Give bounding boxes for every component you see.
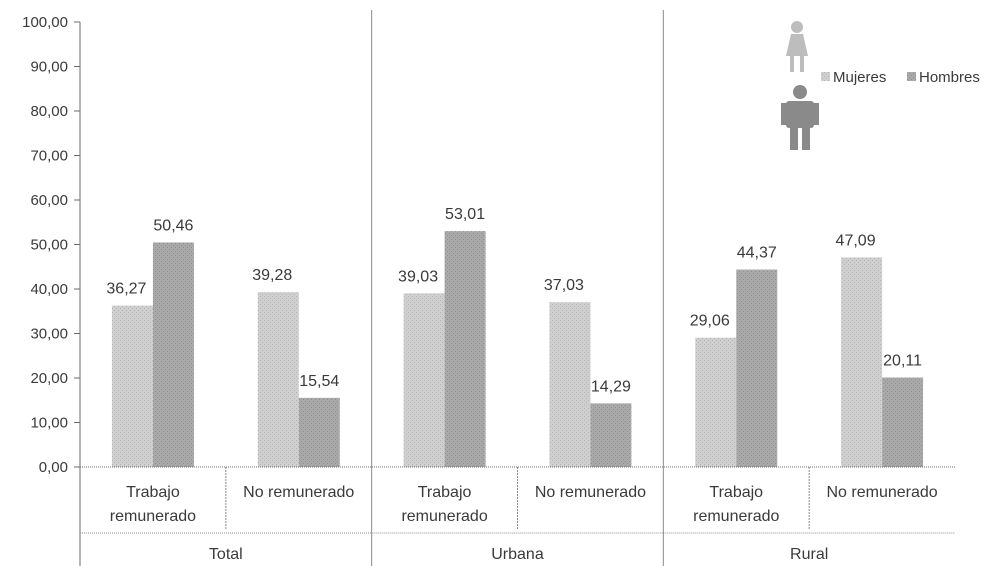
bar-urbana-remunerado-hombres [444, 231, 486, 467]
bar-rural-no-remunerado-hombres [882, 377, 924, 467]
y-tick-label: 50,00 [30, 237, 68, 254]
y-tick-label: 90,00 [30, 59, 68, 76]
data-label: 50,46 [153, 217, 193, 234]
y-tick-label: 100,00 [22, 14, 68, 31]
legend-label-hombres: Hombres [919, 69, 980, 86]
y-tick-label: 60,00 [30, 192, 68, 209]
bars: 36,27 50,46 39,28 15,54 39,03 53,01 37,03 14,29… [106, 206, 924, 467]
man-icon [781, 85, 819, 150]
bar-rural-no-remunerado-mujeres [841, 257, 883, 467]
category-label: No remunerado [243, 484, 354, 501]
data-label: 37,03 [544, 277, 584, 294]
data-label: 47,09 [836, 232, 876, 249]
y-tick-label: 20,00 [30, 370, 68, 387]
category-label: Trabajo [126, 484, 180, 501]
bar-rural-remunerado-hombres [736, 269, 778, 467]
category-label: No remunerado [535, 484, 646, 501]
y-tick-label: 80,00 [30, 103, 68, 120]
legend-swatch-mujeres [821, 72, 830, 81]
category-label: remunerado [693, 508, 779, 525]
group-label: Urbana [491, 546, 544, 563]
data-label: 39,03 [398, 268, 438, 285]
category-label: Trabajo [418, 484, 472, 501]
data-label: 15,54 [299, 373, 339, 390]
bar-urbana-remunerado-mujeres [403, 293, 445, 467]
data-label: 14,29 [591, 378, 631, 395]
legend: Mujeres Hombres [781, 21, 980, 150]
legend-label-mujeres: Mujeres [833, 69, 886, 86]
category-label: remunerado [401, 508, 487, 525]
data-label: 39,28 [252, 267, 292, 284]
y-tick-label: 0,00 [39, 459, 68, 476]
group-label: Rural [790, 546, 828, 563]
group-label: Total [209, 546, 243, 563]
bar-rural-remunerado-mujeres [695, 337, 737, 467]
legend-swatch-hombres [907, 72, 916, 81]
data-label: 44,37 [737, 245, 777, 262]
y-tick-label: 40,00 [30, 281, 68, 298]
y-tick-label: 10,00 [30, 415, 68, 432]
bar-total-remunerado-mujeres [111, 305, 153, 467]
bar-urbana-no-remunerado-mujeres [549, 302, 591, 467]
woman-icon [786, 21, 808, 72]
category-label: Trabajo [709, 484, 763, 501]
x-axis: Trabajo remunerado No remunerado Total Traba… [80, 10, 955, 566]
bar-urbana-no-remunerado-hombres [590, 403, 632, 467]
data-label: 29,06 [690, 313, 730, 330]
data-label: 36,27 [106, 281, 146, 298]
bar-total-no-remunerado-hombres [298, 397, 340, 467]
bar-total-remunerado-hombres [152, 242, 194, 467]
data-label: 20,11 [883, 353, 922, 370]
category-label: No remunerado [826, 484, 937, 501]
data-label: 53,01 [445, 206, 485, 223]
y-axis: 0,00 10,00 20,00 30,00 40,00 50,00 60,00 70,00 8… [22, 14, 81, 566]
category-label: remunerado [110, 508, 196, 525]
y-tick-label: 70,00 [30, 148, 68, 165]
bar-total-no-remunerado-mujeres [257, 292, 299, 467]
y-tick-label: 30,00 [30, 326, 68, 343]
